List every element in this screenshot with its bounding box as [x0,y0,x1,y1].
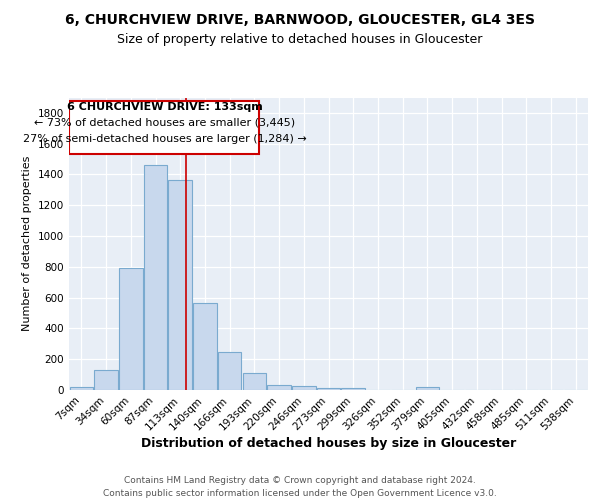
Bar [119,268,143,390]
Text: Size of property relative to detached houses in Gloucester: Size of property relative to detached ho… [118,32,482,46]
Bar [268,384,291,390]
Bar [94,370,118,390]
Bar [169,180,192,390]
Bar [70,387,93,390]
Text: 27% of semi-detached houses are larger (1,284) →: 27% of semi-detached houses are larger (… [23,134,306,144]
Bar [416,387,439,390]
Text: ← 73% of detached houses are smaller (3,445): ← 73% of detached houses are smaller (3,… [34,118,295,128]
Text: Contains HM Land Registry data © Crown copyright and database right 2024.
Contai: Contains HM Land Registry data © Crown c… [103,476,497,498]
Bar [317,388,340,390]
Text: Distribution of detached houses by size in Gloucester: Distribution of detached houses by size … [141,438,517,450]
Bar [193,302,217,390]
Bar [218,352,241,390]
Bar [341,388,365,390]
Text: 6, CHURCHVIEW DRIVE, BARNWOOD, GLOUCESTER, GL4 3ES: 6, CHURCHVIEW DRIVE, BARNWOOD, GLOUCESTE… [65,12,535,26]
Bar [242,373,266,390]
Text: 6 CHURCHVIEW DRIVE: 133sqm: 6 CHURCHVIEW DRIVE: 133sqm [67,102,262,112]
Y-axis label: Number of detached properties: Number of detached properties [22,156,32,332]
Bar [292,386,316,390]
FancyBboxPatch shape [70,102,259,154]
Bar [144,165,167,390]
